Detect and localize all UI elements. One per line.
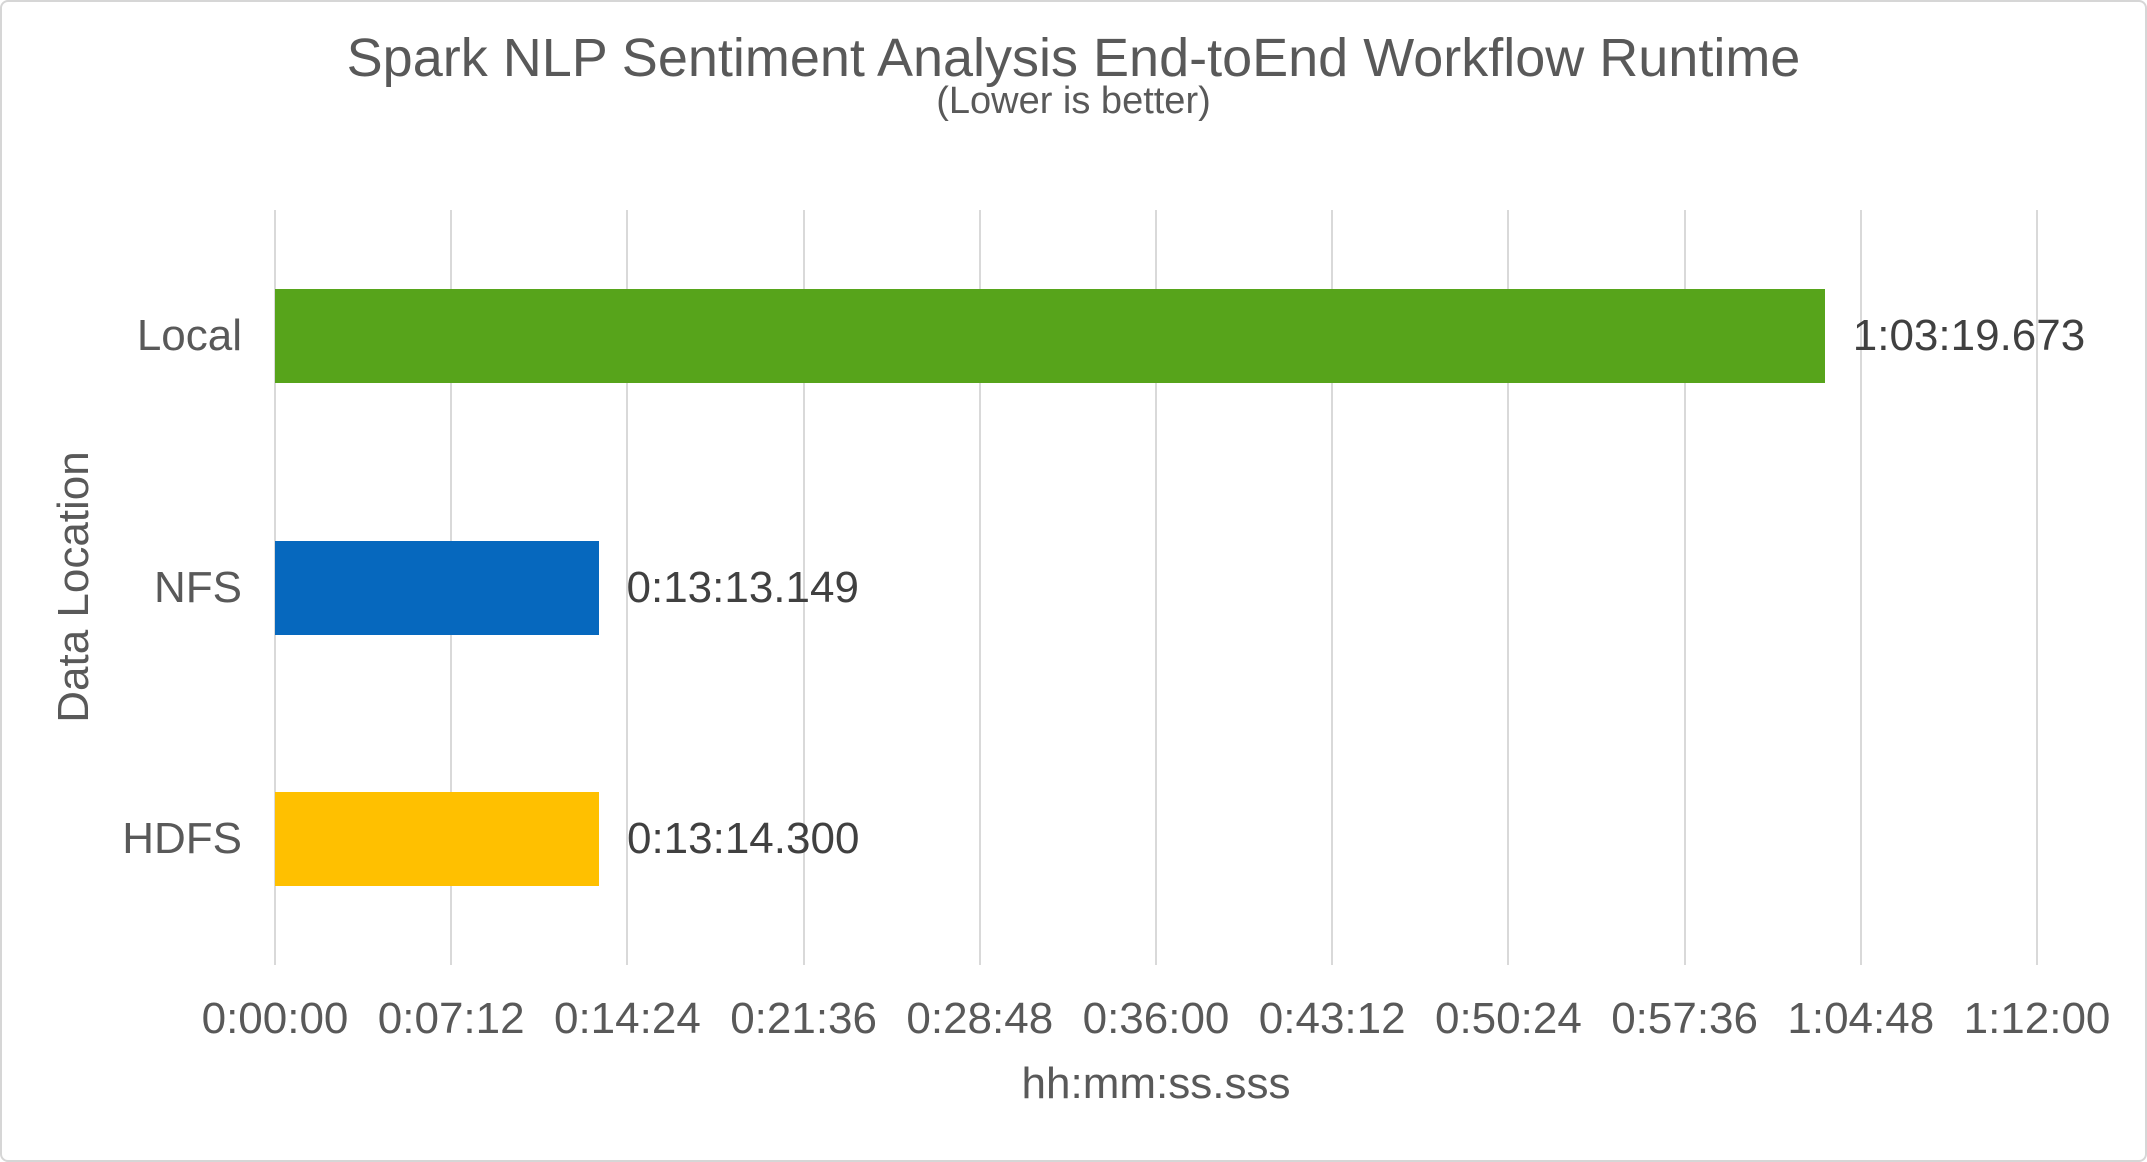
- gridline: [626, 210, 629, 965]
- x-tick-label: 1:04:48: [1787, 994, 1935, 1043]
- data-label: 0:13:13.149: [626, 562, 859, 612]
- x-tick-label: 1:12:00: [1963, 994, 2111, 1043]
- data-label: 0:13:14.300: [626, 814, 860, 864]
- x-tick-label: 0:57:36: [1611, 994, 1758, 1043]
- bar-hdfs: [275, 792, 599, 887]
- gridline: [1155, 210, 1157, 965]
- chart-subtitle: (Lower is better): [936, 80, 1211, 122]
- gridline: [1683, 210, 1686, 965]
- x-tick-label: 0:50:24: [1434, 994, 1582, 1043]
- x-tick-label: 0:14:24: [553, 994, 701, 1043]
- x-axis-tick-labels: 0:00:00 0:07:12 0:14:24 0:21:36 0:28:48 0:36:…: [202, 994, 2111, 1048]
- bar-local: [275, 288, 1825, 383]
- plot-area: 1:03:19.673 0:13:13.149 0:13:14.300: [274, 210, 2085, 965]
- chart-title: Spark NLP Sentiment Analysis End-toEnd W…: [346, 28, 1801, 88]
- category-axis: Local NFS HDFS: [2, 210, 242, 965]
- gridline: [802, 210, 805, 965]
- gridline: [2036, 210, 2038, 965]
- x-tick-label: 0:07:12: [377, 994, 525, 1043]
- x-tick-label: 0:21:36: [730, 994, 877, 1043]
- gridline: [978, 210, 981, 965]
- x-tick-label: 0:28:48: [906, 994, 1054, 1043]
- bar-nfs: [275, 540, 599, 635]
- gridline: [1331, 210, 1334, 965]
- x-axis-title: hh:mm:ss.sss: [1021, 1059, 1291, 1108]
- gridline: [1859, 210, 1862, 965]
- x-tick-label: 0:43:12: [1258, 994, 1406, 1043]
- x-tick-label: 0:00:00: [201, 994, 349, 1043]
- x-tick-label: 0:36:00: [1082, 994, 1230, 1043]
- category-label: NFS: [154, 562, 242, 612]
- category-label: HDFS: [122, 814, 242, 864]
- gridline: [1507, 210, 1510, 965]
- category-label: Local: [136, 310, 242, 360]
- data-label: 1:03:19.673: [1852, 310, 2086, 360]
